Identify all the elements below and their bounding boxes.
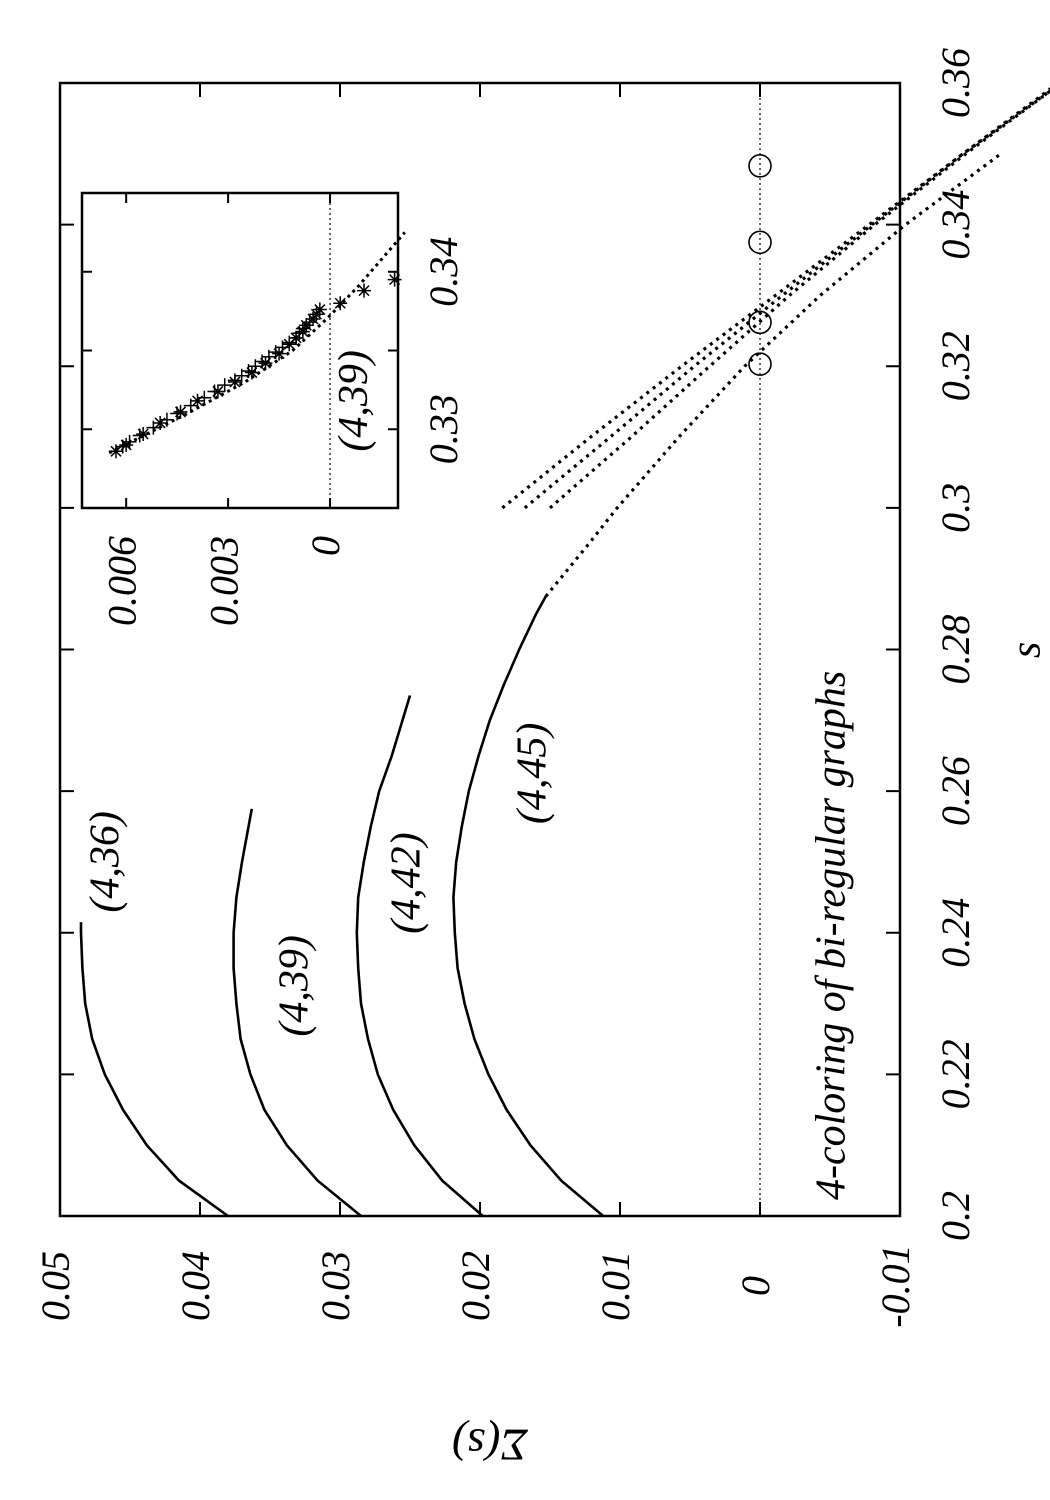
inset-x-tick-label: 0.33 bbox=[421, 394, 466, 464]
inset-star-marker bbox=[119, 438, 134, 452]
zero-crossing-marker bbox=[748, 230, 772, 255]
x-tick-label: 0.28 bbox=[933, 615, 978, 685]
y-axis-label: Σ(s) bbox=[452, 1419, 529, 1470]
series-label: (4,45) bbox=[510, 723, 556, 824]
inset-curve bbox=[108, 231, 406, 455]
y-tick-label: -0.01 bbox=[873, 1244, 918, 1327]
inset-y-tick-label: 0.003 bbox=[201, 536, 246, 626]
inset-star-marker bbox=[289, 330, 304, 345]
x-tick-label: 0.3 bbox=[933, 483, 978, 533]
series-label: (4,42) bbox=[384, 832, 430, 933]
inset-star-marker bbox=[387, 272, 402, 287]
inset-plot: 0.33 0.34 0 0.003 0.006 (4,39) bbox=[80, 191, 466, 626]
inset-star-marker bbox=[136, 426, 151, 441]
inset-star-marker bbox=[227, 375, 242, 389]
y-tick-label: 0.03 bbox=[313, 1251, 358, 1321]
x-tick-label: 0.2 bbox=[933, 1191, 978, 1241]
x-tick-label: 0.34 bbox=[933, 190, 978, 260]
series-line-dotted bbox=[523, 88, 1050, 510]
inset-star-marker bbox=[282, 337, 297, 352]
y-tick-label: 0.04 bbox=[173, 1251, 218, 1321]
inset-x-tick-label: 0.34 bbox=[421, 237, 466, 307]
zero-crossing-marker bbox=[748, 310, 772, 335]
series-label: (4,39) bbox=[272, 935, 318, 1036]
inset-star-marker bbox=[153, 415, 168, 430]
chart-title: 4-coloring of bi-regular graphs bbox=[809, 671, 855, 1200]
inset-plus-marker bbox=[217, 378, 232, 393]
inset-y-tick-label: 0 bbox=[303, 536, 348, 556]
series-line-solid bbox=[79, 922, 229, 1218]
inset-star-marker bbox=[210, 384, 225, 399]
inset-frame bbox=[80, 191, 400, 510]
inset-star-marker bbox=[173, 404, 188, 419]
y-tick-label: 0.01 bbox=[593, 1251, 638, 1321]
plot-area: 0.2 0.22 0.24 0.26 0.28 0.3 0.32 0.34 0.36 -0.01 0… bbox=[33, 48, 1050, 1328]
series-line-solid bbox=[232, 808, 362, 1218]
inset-star-marker bbox=[333, 296, 348, 311]
x-axis-label: s bbox=[1004, 642, 1050, 658]
zero-crossing-marker bbox=[748, 154, 772, 178]
inset-star-marker bbox=[190, 393, 205, 408]
y-tick-label: 0.05 bbox=[33, 1251, 78, 1321]
inset-star-marker bbox=[309, 307, 324, 322]
inset-star-marker bbox=[295, 324, 310, 339]
inset-star-marker bbox=[272, 346, 287, 361]
x-tick-label: 0.22 bbox=[933, 1039, 978, 1109]
inset-star-marker bbox=[357, 283, 372, 298]
series-line-solid bbox=[452, 595, 605, 1217]
inset-label: (4,39) bbox=[331, 350, 377, 451]
inset-star-marker bbox=[299, 318, 314, 333]
y-tick-label: 0.02 bbox=[453, 1251, 498, 1321]
inset-star-marker bbox=[312, 302, 327, 317]
series-line-dotted bbox=[548, 89, 1050, 510]
series-line-dotted bbox=[501, 87, 1050, 510]
x-tick-label: 0.32 bbox=[933, 331, 978, 401]
x-tick-label: 0.24 bbox=[933, 898, 978, 968]
inset-y-tick-label: 0.006 bbox=[99, 536, 144, 626]
series-line-solid bbox=[355, 695, 484, 1217]
inset-star-marker bbox=[306, 312, 321, 326]
inset-star-marker bbox=[108, 444, 123, 459]
zero-crossing-marker bbox=[748, 352, 772, 376]
series-label: (4,36) bbox=[83, 811, 129, 912]
inset-star-marker bbox=[258, 356, 273, 371]
y-tick-label: 0 bbox=[733, 1276, 778, 1296]
x-tick-label: 0.36 bbox=[933, 48, 978, 118]
inset-star-marker bbox=[244, 365, 259, 380]
x-tick-label: 0.26 bbox=[933, 756, 978, 826]
